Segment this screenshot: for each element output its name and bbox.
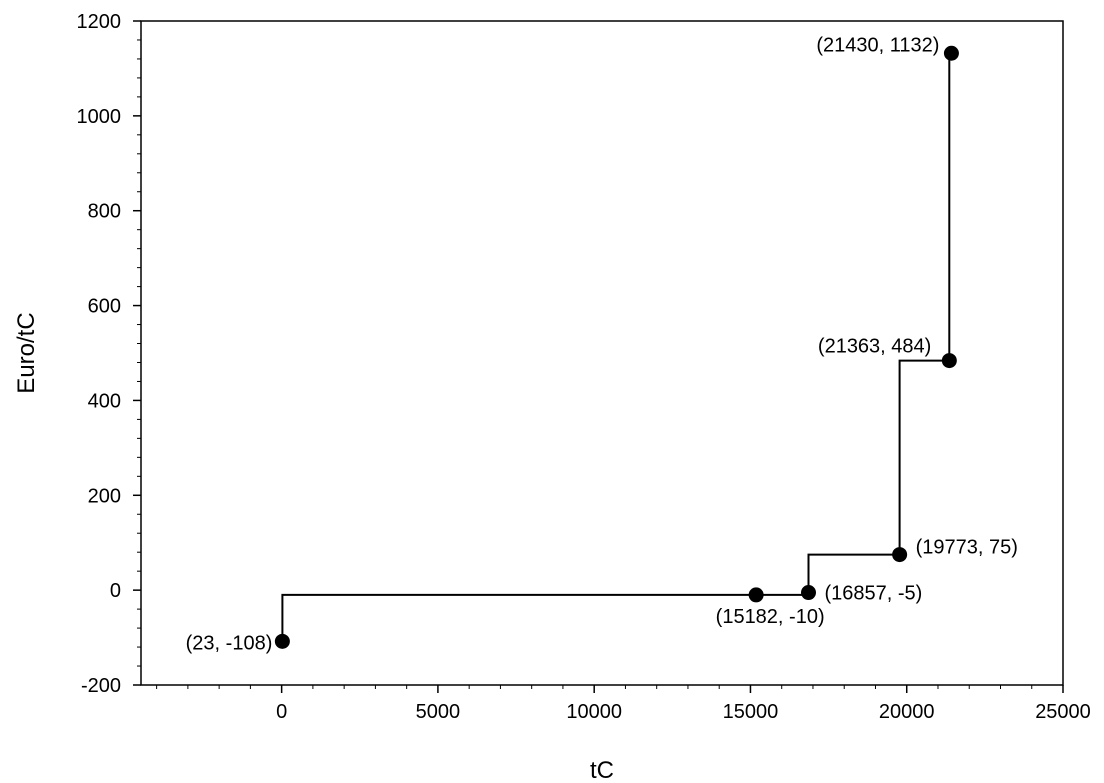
data-point <box>274 633 290 649</box>
data-point <box>800 585 816 601</box>
point-labels-layer: (23, -108) (15182, -10)(16857, -5) (19773,… <box>186 34 1018 654</box>
x-tick-label: 25000 <box>1035 701 1091 723</box>
point-label: (21430, 1132) <box>816 34 939 56</box>
point-label: (23, -108) <box>186 632 273 654</box>
y-tick-label: 600 <box>88 296 121 318</box>
data-point <box>941 353 957 369</box>
y-tick-label: 200 <box>88 485 121 507</box>
x-tick-label: 20000 <box>879 701 935 723</box>
step-line <box>281 52 952 642</box>
point-label: (15182, -10) <box>716 606 825 628</box>
x-tick-label: 10000 <box>566 701 622 723</box>
y-tick-label: 400 <box>88 390 121 412</box>
y-tick-label: 800 <box>88 201 121 223</box>
y-tick-label: 1200 <box>77 11 122 33</box>
x-axis-title: tC <box>590 757 614 783</box>
x-axis: 0 5000 10000 15000 20000 25000 <box>156 685 1091 723</box>
x-tick-label: 5000 <box>416 701 461 723</box>
data-point <box>943 45 959 61</box>
x-tick-label: 0 <box>276 701 287 723</box>
y-tick-label: 1000 <box>77 106 122 128</box>
y-tick-label: 0 <box>110 580 121 602</box>
y-axis-title: Euro/tC <box>13 312 40 393</box>
point-label: (21363, 484) <box>818 336 931 358</box>
point-label: (16857, -5) <box>824 583 922 605</box>
x-tick-label: 15000 <box>723 701 779 723</box>
point-label: (19773, 75) <box>916 537 1018 559</box>
data-point <box>748 587 764 603</box>
series-layer <box>274 45 959 649</box>
data-point <box>892 547 908 563</box>
y-tick-label: -200 <box>81 675 121 697</box>
y-axis: -200 0 200 400 600 800 1000 1200 <box>77 11 141 697</box>
plot-frame <box>140 20 1064 686</box>
